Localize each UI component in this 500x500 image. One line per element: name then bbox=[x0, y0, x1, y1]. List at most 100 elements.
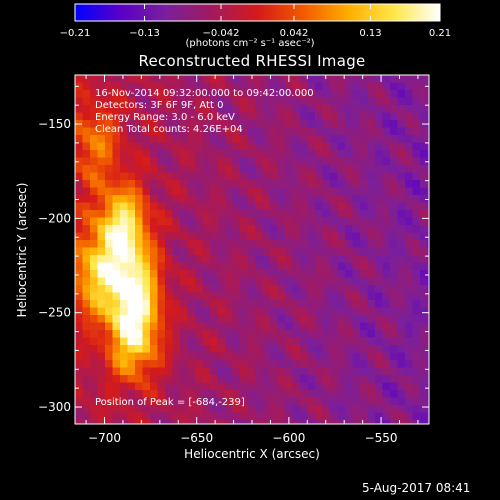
heatmap-cell bbox=[217, 247, 226, 256]
heatmap-cell bbox=[285, 112, 293, 121]
heatmap-cell bbox=[97, 277, 106, 286]
heatmap-cell bbox=[157, 210, 166, 218]
heatmap-cell bbox=[382, 322, 391, 331]
heatmap-cell bbox=[285, 82, 293, 91]
heatmap-cell bbox=[337, 420, 346, 424]
heatmap-cell bbox=[217, 195, 226, 203]
heatmap-cell bbox=[277, 360, 286, 368]
heatmap-cell bbox=[322, 322, 331, 331]
heatmap-cell bbox=[127, 195, 136, 203]
heatmap-cell bbox=[307, 352, 316, 361]
heatmap-cell bbox=[105, 300, 113, 308]
heatmap-cell bbox=[390, 187, 398, 196]
heatmap-cell bbox=[300, 232, 308, 241]
heatmap-cell bbox=[202, 232, 211, 241]
heatmap-cell bbox=[367, 127, 376, 136]
heatmap-cell bbox=[112, 247, 121, 256]
heatmap-cell bbox=[232, 300, 241, 308]
heatmap-cell bbox=[165, 412, 173, 421]
heatmap-cell bbox=[240, 127, 248, 136]
heatmap-cell bbox=[195, 345, 203, 353]
heatmap-cell bbox=[367, 225, 376, 233]
heatmap-cell bbox=[292, 232, 301, 241]
heatmap-cell bbox=[345, 412, 353, 421]
heatmap-cell bbox=[375, 397, 383, 406]
heatmap-cell bbox=[97, 247, 106, 256]
heatmap-cell bbox=[217, 240, 226, 248]
heatmap-cell bbox=[195, 292, 203, 301]
heatmap-cell bbox=[360, 157, 368, 166]
heatmap-cell bbox=[120, 382, 128, 391]
heatmap-cell bbox=[195, 180, 203, 188]
heatmap-cell bbox=[285, 180, 293, 188]
heatmap-cell bbox=[307, 232, 316, 241]
heatmap-cell bbox=[352, 285, 361, 293]
heatmap-cell bbox=[217, 165, 226, 173]
heatmap-cell bbox=[360, 217, 368, 226]
heatmap-cell bbox=[292, 262, 301, 271]
heatmap-cell bbox=[112, 157, 121, 166]
heatmap-cell bbox=[105, 172, 113, 181]
heatmap-cell bbox=[300, 255, 308, 263]
heatmap-cell bbox=[427, 277, 429, 286]
heatmap-cell bbox=[240, 217, 248, 226]
heatmap-cell bbox=[127, 120, 136, 128]
heatmap-cell bbox=[247, 232, 256, 241]
heatmap-cell bbox=[360, 127, 368, 136]
heatmap-cell bbox=[397, 352, 406, 361]
heatmap-cell bbox=[75, 262, 83, 271]
heatmap-cell bbox=[337, 405, 346, 413]
heatmap-cell bbox=[202, 187, 211, 196]
heatmap-cell bbox=[330, 307, 338, 316]
heatmap-cell bbox=[420, 247, 428, 256]
heatmap-cell bbox=[270, 292, 278, 301]
heatmap-cell bbox=[307, 142, 316, 151]
heatmap-cell bbox=[180, 300, 188, 308]
heatmap-cell bbox=[240, 390, 248, 398]
heatmap-cell bbox=[412, 337, 421, 346]
heatmap-cell bbox=[375, 75, 383, 83]
heatmap-cell bbox=[262, 420, 271, 424]
heatmap-cell bbox=[210, 105, 218, 113]
heatmap-cell bbox=[307, 292, 316, 301]
heatmap-cell bbox=[382, 195, 391, 203]
heatmap-cell bbox=[382, 105, 391, 113]
heatmap-cell bbox=[97, 97, 106, 106]
heatmap-cell bbox=[150, 157, 158, 166]
heatmap-cell bbox=[262, 360, 271, 368]
heatmap-cell bbox=[112, 165, 121, 173]
heatmap-cell bbox=[232, 412, 241, 421]
heatmap-cell bbox=[262, 180, 271, 188]
peak-position-label: Position of Peak = [-684,-239] bbox=[95, 397, 245, 408]
heatmap-cell bbox=[352, 337, 361, 346]
heatmap-cell bbox=[412, 82, 421, 91]
heatmap-cell bbox=[135, 240, 143, 248]
heatmap-cell bbox=[240, 210, 248, 218]
heatmap-cell bbox=[165, 390, 173, 398]
heatmap-cell bbox=[82, 82, 91, 91]
heatmap-cell bbox=[427, 240, 429, 248]
heatmap-cell bbox=[195, 277, 203, 286]
heatmap-cell bbox=[82, 90, 91, 98]
heatmap-cell bbox=[360, 97, 368, 106]
heatmap-cell bbox=[307, 180, 316, 188]
heatmap-cell bbox=[412, 165, 421, 173]
heatmap-cell bbox=[112, 255, 121, 263]
heatmap-cell bbox=[180, 345, 188, 353]
heatmap-cell bbox=[345, 307, 353, 316]
heatmap-cell bbox=[150, 135, 158, 143]
heatmap-cell bbox=[315, 345, 323, 353]
heatmap-cell bbox=[105, 322, 113, 331]
heatmap-cell bbox=[337, 255, 346, 263]
heatmap-cell bbox=[90, 345, 98, 353]
heatmap-cell bbox=[150, 90, 158, 98]
heatmap-cell bbox=[240, 352, 248, 361]
heatmap-cell bbox=[360, 352, 368, 361]
heatmap-cell bbox=[180, 135, 188, 143]
heatmap-cell bbox=[195, 165, 203, 173]
heatmap-cell bbox=[330, 322, 338, 331]
heatmap-cell bbox=[195, 330, 203, 338]
heatmap-cell bbox=[210, 210, 218, 218]
heatmap-cell bbox=[210, 180, 218, 188]
heatmap-cell bbox=[142, 405, 151, 413]
